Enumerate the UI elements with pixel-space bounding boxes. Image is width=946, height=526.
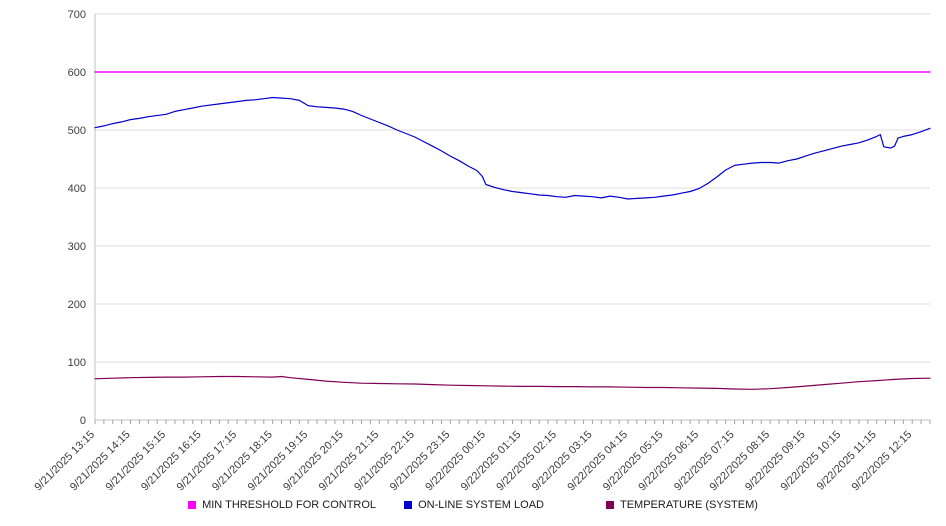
legend-item-min-threshold: MIN THRESHOLD FOR CONTROL <box>188 499 376 511</box>
legend-item-temperature-system: TEMPERATURE (SYSTEM) <box>605 499 758 511</box>
legend-swatch-min-threshold-icon <box>188 501 197 509</box>
svg-text:100: 100 <box>68 357 86 369</box>
legend-label-min-threshold: MIN THRESHOLD FOR CONTROL <box>202 499 377 511</box>
svg-text:0: 0 <box>80 415 86 427</box>
svg-text:500: 500 <box>68 125 86 137</box>
legend-swatch-online-system-load-icon <box>404 501 413 509</box>
svg-text:200: 200 <box>68 299 86 311</box>
svg-text:700: 700 <box>68 9 86 21</box>
svg-text:600: 600 <box>68 67 86 79</box>
legend-item-online-system-load: ON-LINE SYSTEM LOAD <box>404 499 544 511</box>
legend-label-temperature-system: TEMPERATURE (SYSTEM) <box>619 499 758 511</box>
svg-text:400: 400 <box>68 183 86 195</box>
legend-swatch-temperature-system-icon <box>605 501 614 509</box>
svg-text:9/21/2025 13:15: 9/21/2025 13:15 <box>32 429 97 494</box>
svg-text:300: 300 <box>68 241 86 253</box>
chart-legend: MIN THRESHOLD FOR CONTROL ON-LINE SYSTEM… <box>0 499 946 511</box>
legend-label-online-system-load: ON-LINE SYSTEM LOAD <box>418 499 544 511</box>
